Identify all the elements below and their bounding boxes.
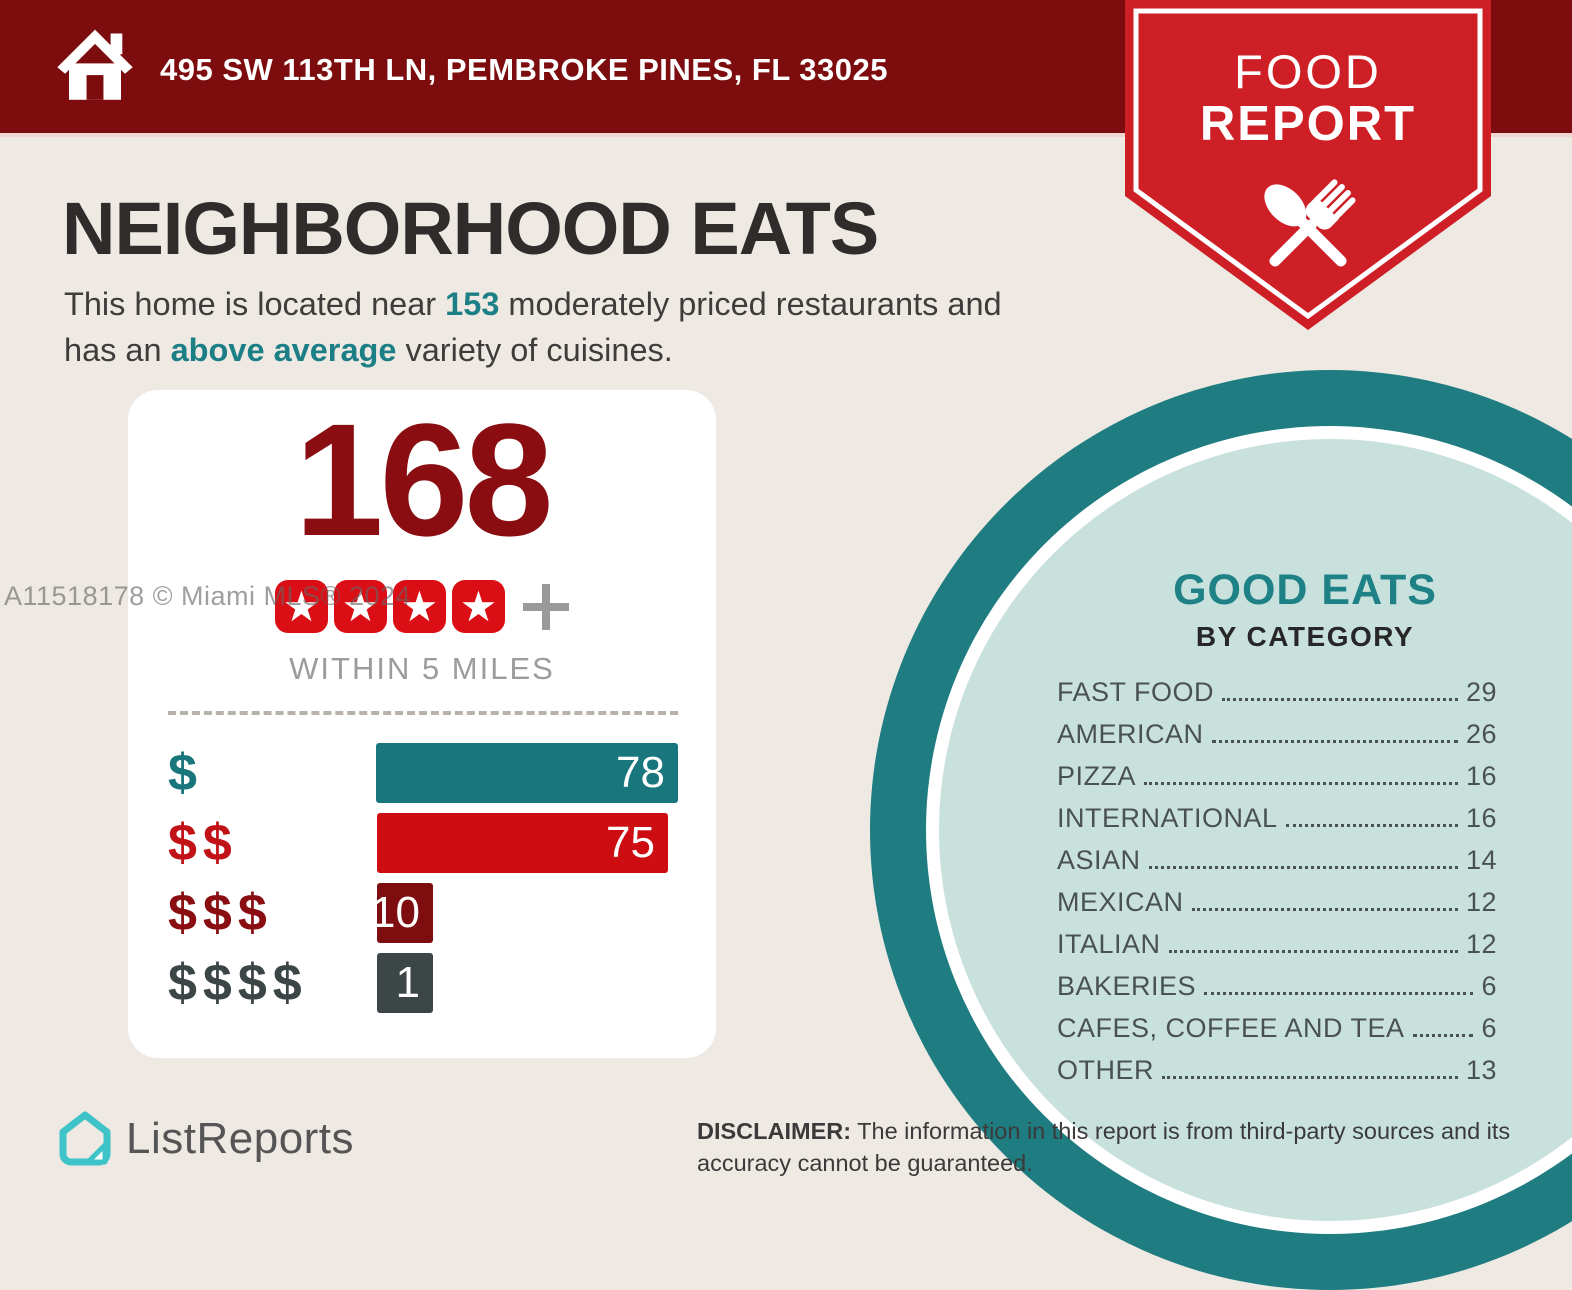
category-value: 29	[1465, 677, 1497, 707]
category-value: 26	[1465, 719, 1497, 749]
spoon-fork-icon	[1264, 179, 1356, 267]
category-row: PIZZA 16	[1057, 756, 1497, 790]
category-row: OTHER 13	[1057, 1050, 1497, 1084]
good-eats-subtitle: BY CATEGORY	[1195, 621, 1415, 652]
category-row: ASIAN 14	[1057, 840, 1497, 874]
mls-watermark: A11518178 © Miami MLS® 2024	[4, 581, 412, 611]
price-bar: 1	[377, 953, 433, 1013]
restaurant-total-count: 168	[294, 390, 554, 569]
price-tier-label: $$$	[168, 884, 273, 942]
dashed-divider	[168, 711, 678, 715]
category-row: AMERICAN 26	[1057, 714, 1497, 748]
radius-caption: WITHIN 5 MILES	[289, 651, 555, 686]
category-row: ITALIAN 12	[1057, 924, 1497, 958]
dotted-leader	[1144, 782, 1458, 785]
category-value: 6	[1481, 971, 1497, 1001]
price-bar: 78	[376, 743, 678, 803]
disclaimer: DISCLAIMER: The information in this repo…	[697, 1118, 1511, 1176]
price-bars: $78 $$ 75 $$$ 10 $$$$ 1	[168, 743, 678, 1013]
subtitle: This home is located near 153 moderately…	[64, 282, 1002, 373]
category-value: 16	[1465, 803, 1497, 833]
price-tier-label: $$$$	[168, 954, 308, 1012]
category-row: INTERNATIONAL 16	[1057, 798, 1497, 832]
dotted-leader	[1211, 740, 1458, 743]
good-eats-circle	[870, 370, 1572, 1290]
dotted-leader	[1162, 1076, 1458, 1079]
star-rating: ★ ★ ★ ★	[128, 580, 716, 633]
category-label: MEXICAN	[1057, 887, 1184, 917]
badge-line2: REPORT	[1200, 97, 1416, 151]
subtitle-line2: has an above average variety of cuisines…	[64, 331, 673, 368]
price-bar-row: $$$ 10	[168, 883, 678, 943]
disclaimer-label: DISCLAIMER:	[697, 1118, 852, 1144]
price-tier-label: $	[168, 744, 203, 802]
category-value: 14	[1465, 845, 1497, 875]
price-bar: 10	[371, 883, 433, 943]
plus-icon	[523, 583, 569, 630]
price-bar-row: $$$$ 1	[168, 953, 678, 1013]
category-label: CAFES, COFFEE AND TEA	[1057, 1013, 1405, 1043]
category-value: 13	[1465, 1055, 1497, 1085]
listreports-logo-icon	[59, 1111, 111, 1166]
dotted-leader	[1412, 1034, 1474, 1037]
dotted-leader	[1148, 866, 1458, 869]
category-row: FAST FOOD 29	[1057, 672, 1497, 706]
good-eats-header: GOOD EATS BY CATEGORY	[1080, 566, 1530, 653]
listreports-logo-text: ListReports	[126, 1114, 355, 1163]
star-icon: ★	[393, 580, 446, 633]
star-icon: ★	[452, 580, 505, 633]
good-eats-title: GOOD EATS	[1173, 566, 1437, 614]
category-label: ASIAN	[1057, 845, 1141, 875]
category-value: 6	[1481, 1013, 1497, 1043]
category-value: 12	[1465, 887, 1497, 917]
dotted-leader	[1168, 950, 1458, 953]
price-bar-row: $$ 75	[168, 813, 678, 873]
category-row: MEXICAN 12	[1057, 882, 1497, 916]
category-label: ITALIAN	[1057, 929, 1161, 959]
listreports-logo: ListReports	[58, 1110, 354, 1168]
food-report-badge: FOOD REPORT	[1125, 0, 1491, 330]
page-title: NEIGHBORHOOD EATS	[62, 187, 879, 270]
star-icon: ★	[334, 580, 387, 633]
price-bar-row: $78	[168, 743, 678, 803]
category-row: CAFES, COFFEE AND TEA 6	[1057, 1008, 1497, 1042]
variety-highlight: above average	[170, 331, 397, 368]
home-icon	[57, 29, 133, 100]
category-label: FAST FOOD	[1057, 677, 1215, 707]
dotted-leader	[1285, 824, 1458, 827]
category-value: 16	[1465, 761, 1497, 791]
badge-line1: FOOD	[1234, 45, 1382, 98]
subtitle-line1: This home is located near 153 moderately…	[64, 286, 1002, 322]
category-list: FAST FOOD 29 AMERICAN 26 PIZZA 16 INTERNATIONA…	[1057, 672, 1497, 1092]
price-tier-label: $$	[168, 814, 238, 872]
property-address: 495 SW 113TH LN, PEMBROKE PINES, FL 3302…	[160, 52, 889, 87]
category-value: 12	[1465, 929, 1497, 959]
restaurant-stat-card: 168 ★ ★ ★ ★ WITHIN 5 MILES $78 $$ 75 $$$ 10 $$$$…	[128, 390, 716, 1058]
dotted-leader	[1191, 908, 1458, 911]
dotted-leader	[1204, 992, 1474, 995]
category-label: INTERNATIONAL	[1057, 803, 1278, 833]
dotted-leader	[1222, 698, 1458, 701]
star-icon: ★	[275, 580, 328, 633]
restaurant-count: 153	[445, 286, 500, 322]
category-label: PIZZA	[1057, 761, 1137, 791]
category-row: BAKERIES 6	[1057, 966, 1497, 1000]
category-label: AMERICAN	[1057, 719, 1204, 749]
category-label: OTHER	[1057, 1055, 1154, 1085]
circle-inner-fill	[939, 439, 1572, 1221]
category-label: BAKERIES	[1057, 971, 1197, 1001]
price-bar: 75	[377, 813, 668, 873]
